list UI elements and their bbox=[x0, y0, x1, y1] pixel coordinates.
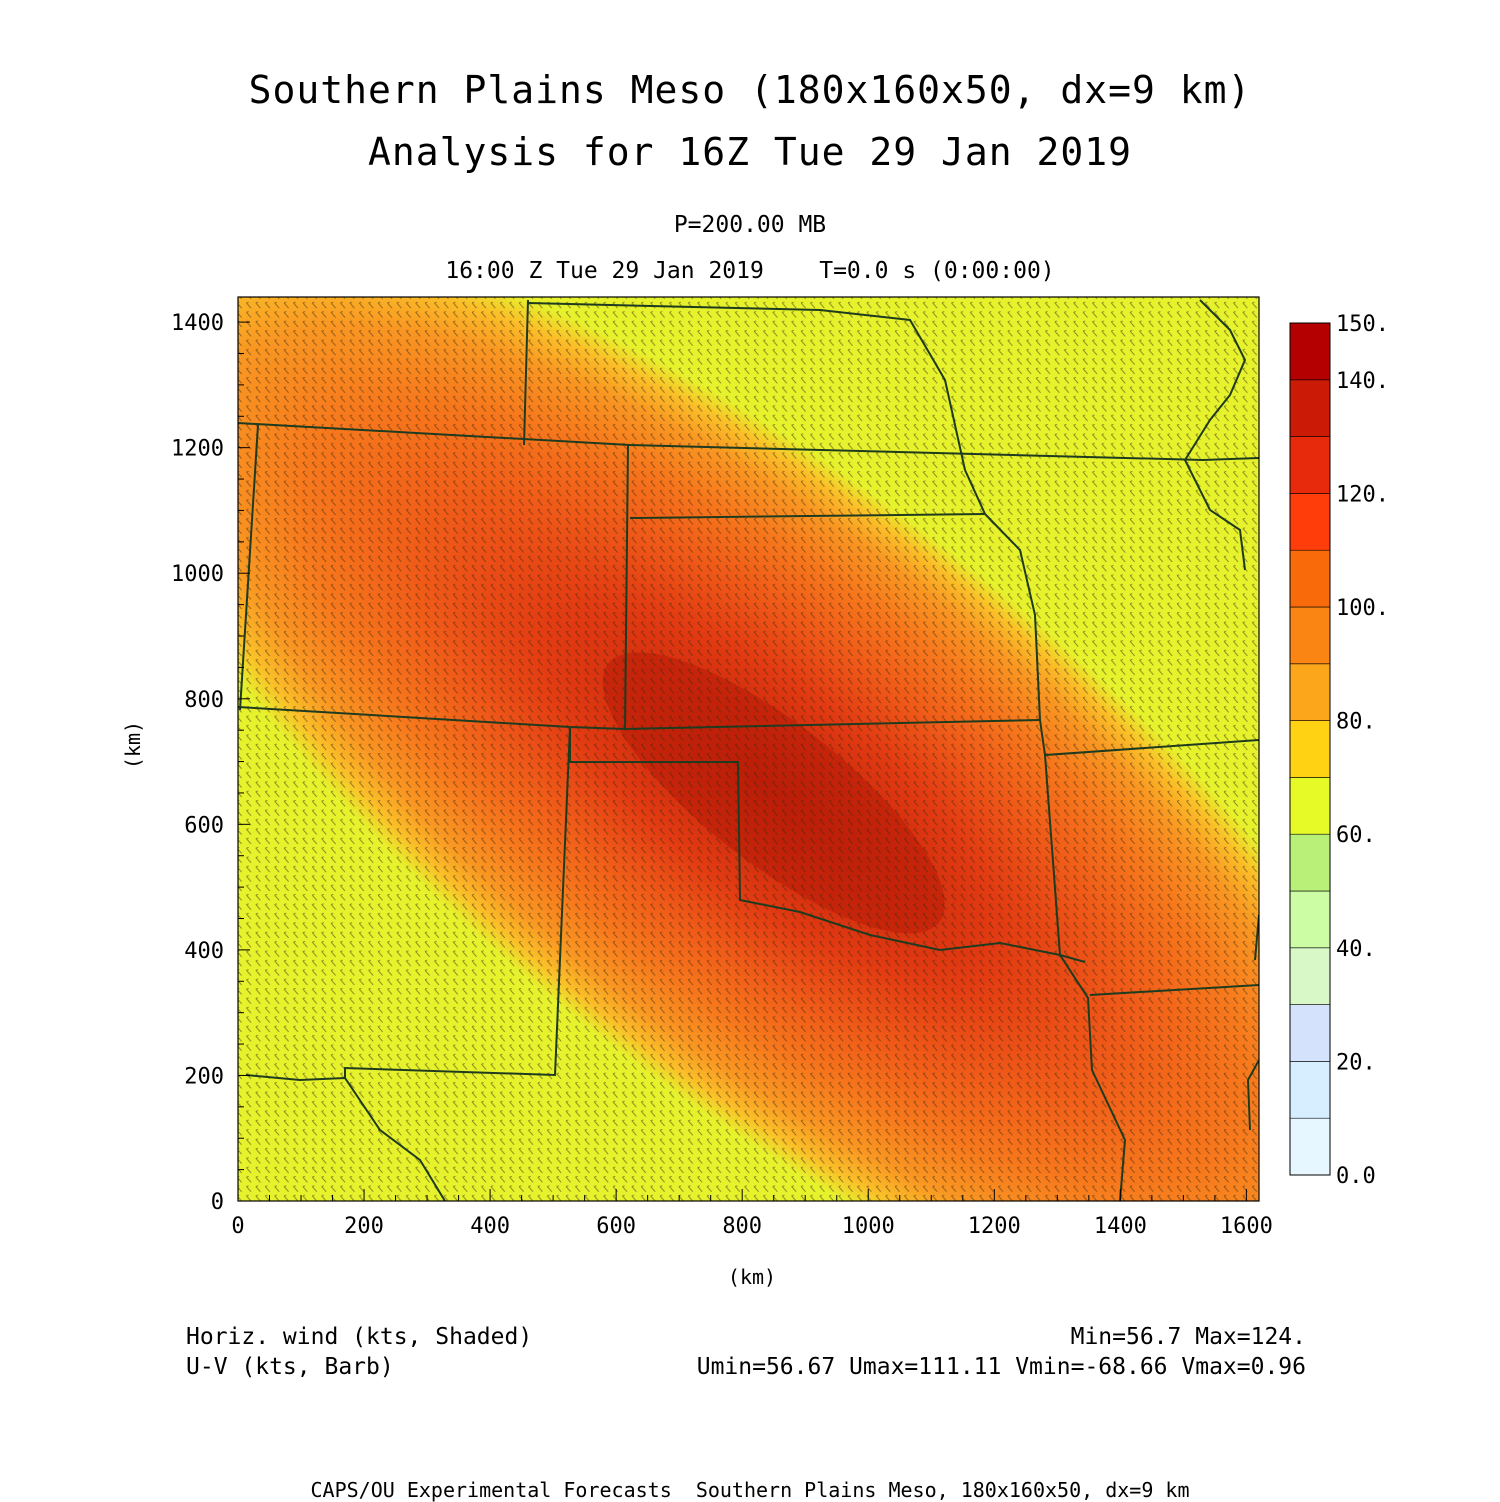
y-axis-title: (km) bbox=[121, 721, 145, 769]
colorbar-tick-label: 140. bbox=[1336, 369, 1389, 394]
colorbar-tick-label: 100. bbox=[1336, 596, 1389, 621]
colorbar-tick-label: 40. bbox=[1336, 937, 1376, 962]
colorbar-frame bbox=[1289, 322, 1331, 1176]
x-tick-label: 1400 bbox=[1094, 1214, 1147, 1239]
colorbar-band bbox=[1289, 322, 1331, 381]
pressure-level-label: P=200.00 MB bbox=[673, 212, 827, 238]
colorbar-band bbox=[1289, 606, 1331, 665]
colorbar-band bbox=[1289, 436, 1331, 494]
colorbar-labels: 0.0 20. 40. 60. 80. 100. 120. 140. 150. bbox=[1336, 312, 1389, 1189]
colorbar-band bbox=[1289, 1004, 1331, 1062]
x-tick-label: 0 bbox=[231, 1214, 244, 1239]
y-tick-label: 800 bbox=[184, 688, 224, 713]
colorbar-tick-label: 80. bbox=[1336, 710, 1376, 735]
colorbar-band bbox=[1289, 549, 1331, 608]
colorbar-band bbox=[1289, 833, 1331, 892]
x-tick-label: 1200 bbox=[968, 1214, 1021, 1239]
colorbar-tick-label: 120. bbox=[1336, 482, 1389, 507]
colorbar-tick-label: 150. bbox=[1336, 312, 1389, 337]
y-tick-label: 1000 bbox=[171, 562, 224, 587]
colorbar-tick-label: 60. bbox=[1336, 823, 1376, 848]
colorbar bbox=[1289, 322, 1331, 1176]
state-boundaries bbox=[238, 299, 1259, 1201]
footer-credit: CAPS/OU Experimental Forecasts Southern … bbox=[310, 1478, 1190, 1502]
legend-barb-label: U-V (kts, Barb) bbox=[186, 1354, 394, 1380]
valid-time-label: 16:00 Z Tue 29 Jan 2019 T=0.0 s (0:00:00… bbox=[445, 258, 1055, 284]
x-tick-label: 400 bbox=[470, 1214, 510, 1239]
uv-stats: Umin=56.67 Umax=111.11 Vmin=-68.66 Vmax=… bbox=[696, 1354, 1306, 1380]
plot-title-line1: Southern Plains Meso (180x160x50, dx=9 k… bbox=[248, 68, 1252, 112]
colorbar-band bbox=[1289, 890, 1331, 949]
min-max-stats: Min=56.7 Max=124. bbox=[1070, 1324, 1306, 1350]
y-tick-label: 400 bbox=[184, 939, 224, 964]
colorbar-band bbox=[1289, 493, 1331, 551]
colorbar-tick-label: 20. bbox=[1336, 1050, 1376, 1075]
x-tick-label: 600 bbox=[596, 1214, 636, 1239]
y-tick-label: 1200 bbox=[171, 437, 224, 462]
x-axis-title: (km) bbox=[728, 1265, 776, 1289]
legend-shaded-label: Horiz. wind (kts, Shaded) bbox=[186, 1324, 533, 1350]
x-tick-label: 800 bbox=[722, 1214, 762, 1239]
colorbar-band bbox=[1289, 663, 1331, 721]
plot-title-line2: Analysis for 16Z Tue 29 Jan 2019 bbox=[367, 130, 1133, 174]
colorbar-band bbox=[1289, 1061, 1331, 1119]
x-tick-label: 200 bbox=[344, 1214, 384, 1239]
x-tick-label: 1600 bbox=[1220, 1214, 1273, 1239]
wind-barbs bbox=[238, 297, 1259, 1201]
colorbar-band bbox=[1289, 379, 1331, 437]
x-axis-ticks: 0 200 400 600 800 1000 1200 1400 1600 bbox=[231, 1189, 1273, 1239]
y-tick-label: 1400 bbox=[171, 311, 224, 336]
x-tick-label: 1000 bbox=[842, 1214, 895, 1239]
colorbar-band bbox=[1289, 1117, 1331, 1176]
y-tick-label: 200 bbox=[184, 1064, 224, 1089]
y-tick-label: 600 bbox=[184, 813, 224, 838]
colorbar-tick-label: 0.0 bbox=[1336, 1164, 1376, 1189]
colorbar-band bbox=[1289, 720, 1331, 778]
colorbar-band bbox=[1289, 777, 1331, 835]
colorbar-band bbox=[1289, 947, 1331, 1005]
y-axis-ticks: 0 200 400 600 800 1000 1200 1400 bbox=[171, 311, 250, 1215]
y-tick-label: 0 bbox=[211, 1190, 224, 1215]
